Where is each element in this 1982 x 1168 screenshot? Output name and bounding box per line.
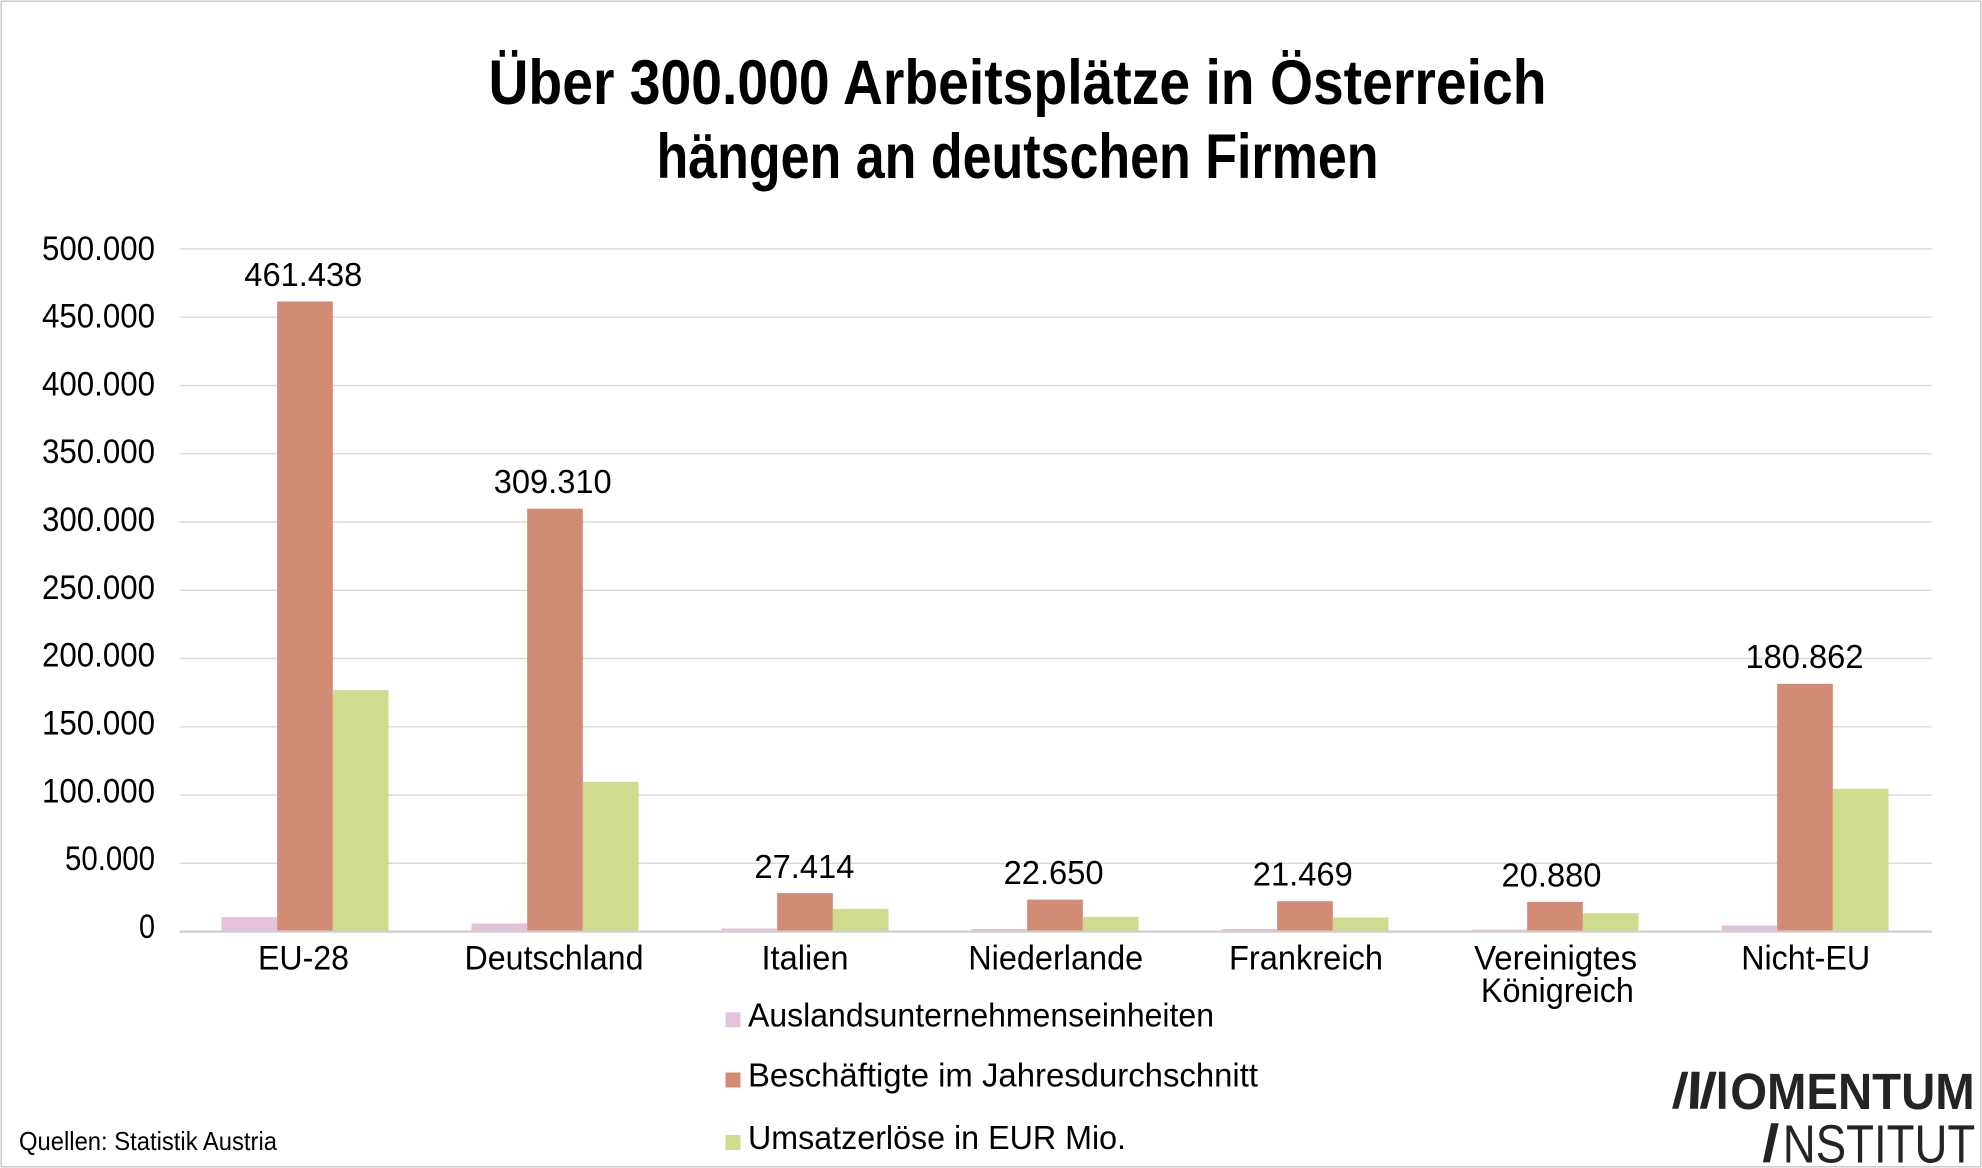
svg-text:50.000: 50.000 — [65, 840, 155, 878]
svg-text:Italien: Italien — [762, 939, 849, 977]
svg-text:100.000: 100.000 — [42, 772, 155, 810]
svg-text:Vereinigtes: Vereinigtes — [1474, 939, 1637, 977]
svg-text:Beschäftigte im Jahresdurchsch: Beschäftigte im Jahresdurchschnitt — [748, 1058, 1259, 1095]
svg-text:21.469: 21.469 — [1253, 857, 1353, 894]
svg-text:250.000: 250.000 — [42, 569, 155, 607]
svg-text:500.000: 500.000 — [42, 230, 155, 268]
svg-text:EU-28: EU-28 — [258, 939, 349, 977]
svg-text:20.880: 20.880 — [1502, 857, 1602, 894]
svg-text:309.310: 309.310 — [494, 464, 612, 501]
svg-text:Niederlande: Niederlande — [968, 939, 1143, 977]
svg-text:hängen an deutschen Firmen: hängen an deutschen Firmen — [657, 122, 1379, 192]
svg-text:Über 300.000 Arbeitsplätze in: Über 300.000 Arbeitsplätze in Österreich — [489, 48, 1547, 118]
svg-text:400.000: 400.000 — [42, 365, 155, 403]
svg-text:180.862: 180.862 — [1746, 639, 1864, 676]
svg-text:Deutschland: Deutschland — [465, 939, 644, 977]
svg-text:200.000: 200.000 — [42, 637, 155, 675]
svg-text:0: 0 — [139, 908, 155, 946]
svg-text:300.000: 300.000 — [42, 501, 155, 539]
svg-text:Quellen: Statistik Austria: Quellen: Statistik Austria — [19, 1126, 277, 1156]
svg-text:150.000: 150.000 — [42, 705, 155, 743]
svg-text:450.000: 450.000 — [42, 298, 155, 336]
svg-text:Königreich: Königreich — [1481, 972, 1634, 1010]
svg-text:350.000: 350.000 — [42, 433, 155, 471]
svg-text:461.438: 461.438 — [244, 257, 362, 294]
svg-text:Nicht-EU: Nicht-EU — [1741, 939, 1870, 977]
svg-text:22.650: 22.650 — [1004, 855, 1104, 892]
svg-text:NSTITUT: NSTITUT — [1783, 1114, 1976, 1168]
svg-text:Auslandsunternehmenseinheiten: Auslandsunternehmenseinheiten — [748, 997, 1214, 1034]
svg-text:Umsatzerlöse in EUR Mio.: Umsatzerlöse in EUR Mio. — [748, 1120, 1126, 1157]
svg-text:Frankreich: Frankreich — [1229, 939, 1383, 977]
svg-text:27.414: 27.414 — [754, 849, 854, 886]
svg-text:OMENTUM: OMENTUM — [1730, 1063, 1975, 1120]
